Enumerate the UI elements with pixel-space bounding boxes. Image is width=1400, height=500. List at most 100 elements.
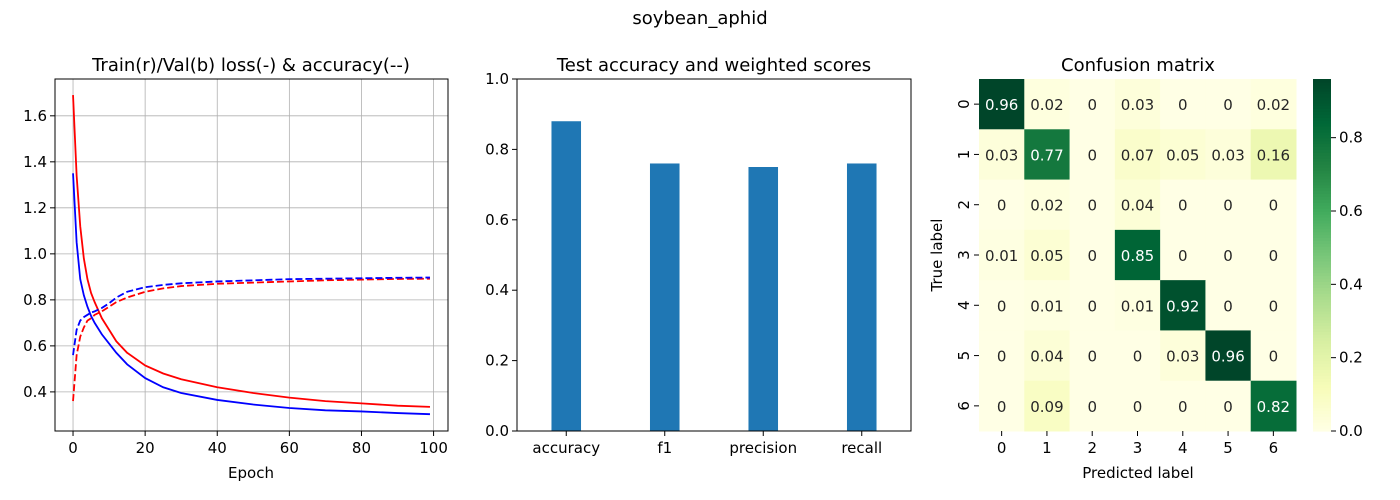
colorbar-strip xyxy=(1313,255,1331,259)
colorbar-tick-label: 0.2 xyxy=(1339,349,1363,367)
heatmap-cell-label: 0.03 xyxy=(1211,146,1244,164)
heatmap-cell xyxy=(1024,179,1071,231)
confusion-matrix-title: Confusion matrix xyxy=(1061,55,1215,76)
colorbar-strip xyxy=(1313,304,1331,309)
heatmap-cell xyxy=(979,229,1025,281)
y-tick-label: 0.4 xyxy=(485,281,509,299)
heatmap-cell xyxy=(1114,79,1161,130)
heatmap-cell-label: 0.02 xyxy=(1030,96,1063,114)
heatmap-cell-label: 0.04 xyxy=(1030,348,1063,366)
test-scores-panel: Test accuracy and weighted scores accura… xyxy=(485,55,912,457)
colorbar-strip xyxy=(1313,284,1331,288)
colorbar-strip xyxy=(1313,234,1331,238)
colorbar-strip xyxy=(1313,131,1331,136)
colorbar-strip xyxy=(1313,404,1331,409)
colorbar-strip xyxy=(1313,143,1331,148)
colorbar-strip xyxy=(1313,137,1331,142)
colorbar-strip xyxy=(1313,140,1331,145)
colorbar-strip xyxy=(1313,395,1331,400)
heatmap-cell xyxy=(979,179,1025,231)
colorbar-strip xyxy=(1313,387,1331,391)
series-line-3 xyxy=(72,276,430,356)
bar-precision xyxy=(748,167,779,431)
heatmap-cell-label: 0.85 xyxy=(1121,247,1154,265)
y-tick-label: 0.2 xyxy=(485,352,509,370)
heatmap-cell xyxy=(1160,179,1206,231)
heatmap-cell xyxy=(1160,229,1206,281)
x-tick-label: 3 xyxy=(1133,439,1143,457)
heatmap-cell xyxy=(1114,129,1161,181)
heatmap-cell-label: 0 xyxy=(1269,348,1279,366)
colorbar-strip xyxy=(1313,167,1331,171)
y-tick-label: 0.6 xyxy=(485,211,509,229)
colorbar-strip xyxy=(1313,125,1331,130)
heatmap-cell xyxy=(1205,330,1252,382)
colorbar-strip xyxy=(1313,79,1331,83)
heatmap-cell xyxy=(1069,330,1116,382)
colorbar-strip xyxy=(1313,301,1331,306)
heatmap-cell xyxy=(1250,179,1297,231)
heatmap-cell-label: 0 xyxy=(1087,297,1097,315)
heatmap-cell xyxy=(1024,229,1071,281)
colorbar-strip xyxy=(1313,428,1331,432)
heatmap-cell xyxy=(1114,229,1161,281)
heatmap-cell xyxy=(1205,179,1252,231)
colorbar-strip xyxy=(1313,260,1331,265)
heatmap-cell-label: 0 xyxy=(1269,197,1279,215)
colorbar-strip xyxy=(1313,208,1331,212)
colorbar-strip xyxy=(1313,240,1331,244)
heatmap-cell-label: 0.96 xyxy=(985,96,1018,114)
colorbar-strip xyxy=(1313,252,1331,256)
colorbar-strip xyxy=(1313,345,1331,350)
heatmap-cell-label: 0 xyxy=(1087,197,1097,215)
heatmap-cell xyxy=(1114,280,1161,331)
colorbar-strip xyxy=(1313,164,1331,168)
heatmap-cell-label: 0.02 xyxy=(1030,197,1063,215)
colorbar-strip xyxy=(1313,334,1331,338)
x-tick-label: 1 xyxy=(1042,439,1052,457)
heatmap-cell-label: 0 xyxy=(997,348,1007,366)
heatmap-cell-label: 0 xyxy=(1087,247,1097,265)
heatmap-cell-label: 0.03 xyxy=(1121,96,1154,114)
colorbar-strip xyxy=(1313,246,1331,250)
x-tick-label: recall xyxy=(841,439,882,457)
colorbar-strip xyxy=(1313,225,1331,230)
heatmap-cell-label: 0 xyxy=(997,398,1007,416)
x-tick-label: 100 xyxy=(419,439,448,457)
heatmap-cell xyxy=(1160,380,1206,432)
heatmap-cell xyxy=(1250,280,1297,331)
colorbar-strip xyxy=(1313,381,1331,385)
y-tick-label: 0.0 xyxy=(485,422,509,440)
colorbar-strip xyxy=(1313,93,1331,98)
training-curves-panel: Train(r)/Val(b) loss(-) & accuracy(--) E… xyxy=(23,55,449,482)
colorbar-strip xyxy=(1313,398,1331,403)
heatmap-cell xyxy=(1114,380,1161,432)
y-tick-label: 2 xyxy=(955,200,973,210)
colorbar-tick-label: 0.0 xyxy=(1339,422,1363,440)
heatmap-cell-label: 0 xyxy=(1087,96,1097,114)
colorbar-strip xyxy=(1313,340,1331,344)
colorbar-strip xyxy=(1313,416,1331,420)
y-tick-label: 0.4 xyxy=(23,383,47,401)
heatmap-cell xyxy=(1250,79,1297,130)
heatmap-cell xyxy=(1205,380,1252,432)
heatmap-cell xyxy=(1205,129,1252,181)
x-tick-label: 60 xyxy=(280,439,299,457)
plot-frame xyxy=(516,78,912,432)
x-tick-label: 2 xyxy=(1087,439,1097,457)
colorbar-strip xyxy=(1313,237,1331,241)
heatmap-cell-label: 0.77 xyxy=(1030,146,1063,164)
heatmap-cell xyxy=(1069,229,1116,281)
heatmap-cell xyxy=(1024,79,1071,130)
colorbar-strip xyxy=(1313,243,1331,247)
colorbar-strip xyxy=(1313,190,1331,194)
heatmap-cell-label: 0 xyxy=(997,197,1007,215)
colorbar-strip xyxy=(1313,117,1331,121)
colorbar-strip xyxy=(1313,354,1331,359)
colorbar-strip xyxy=(1313,363,1331,368)
y-tick-label: 4 xyxy=(955,301,973,311)
colorbar-strip xyxy=(1313,84,1331,89)
colorbar-strip xyxy=(1313,263,1331,268)
colorbar-strip xyxy=(1313,102,1331,106)
colorbar-strip xyxy=(1313,369,1331,373)
